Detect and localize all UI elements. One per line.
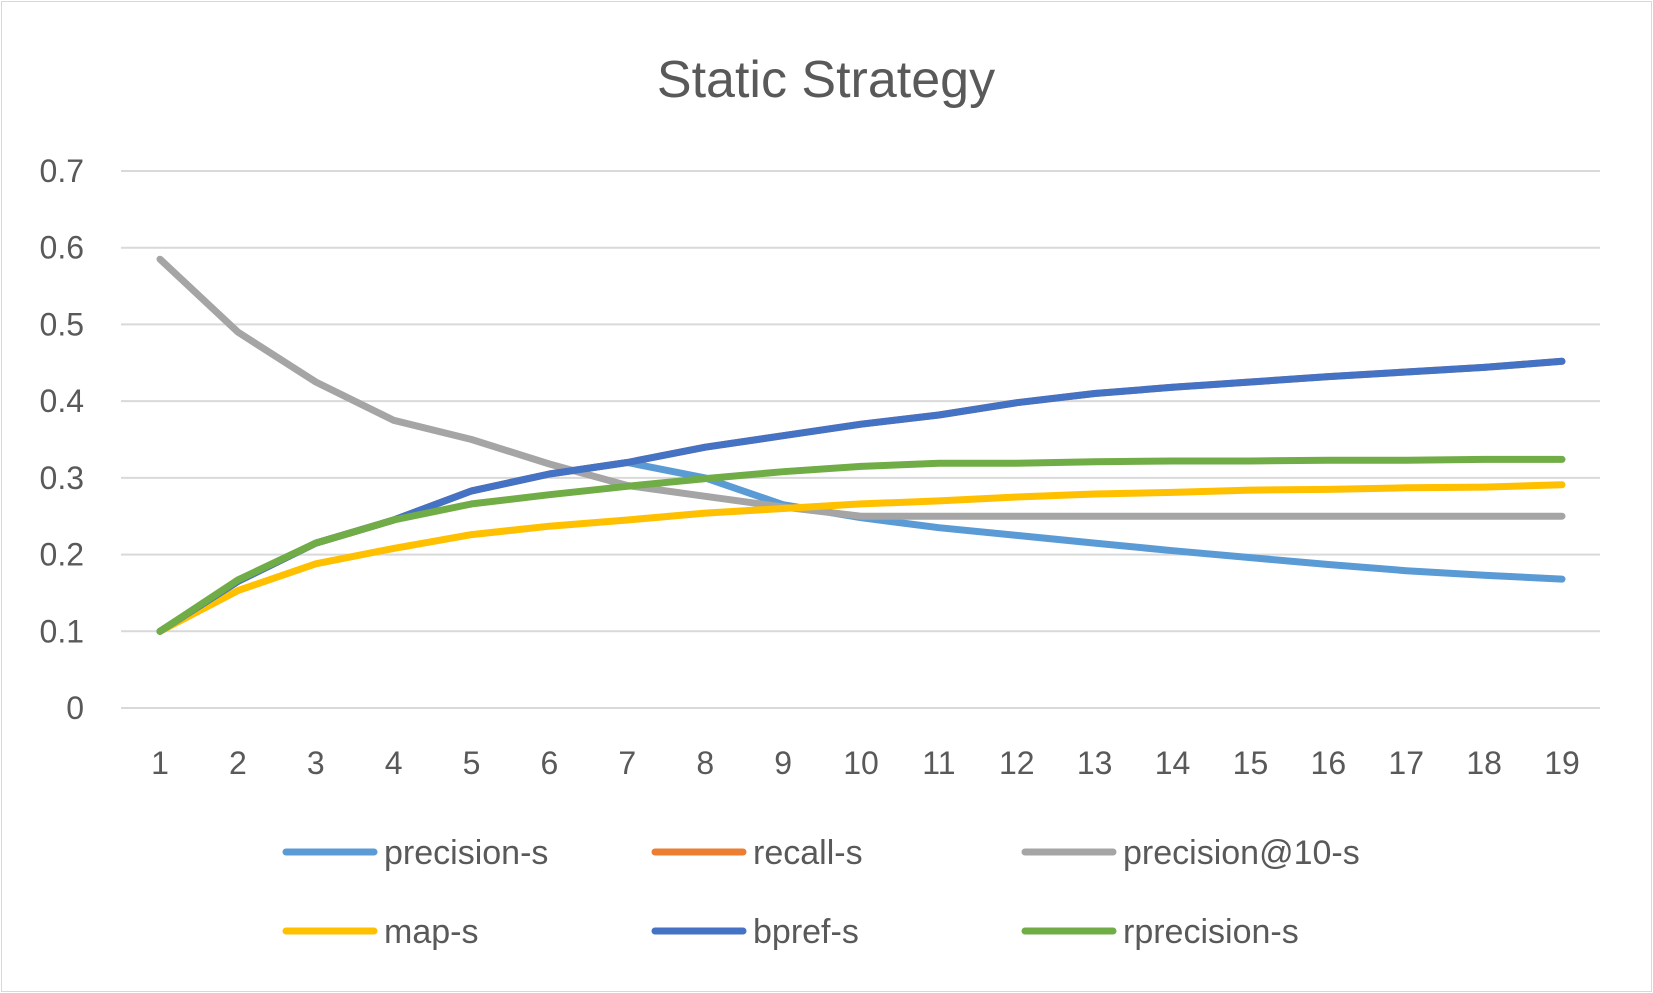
chart-title: Static Strategy	[657, 51, 995, 109]
x-tick-label: 18	[1466, 745, 1502, 781]
series-line-precision@10-s	[156, 255, 1566, 520]
x-tick-label: 8	[696, 745, 714, 781]
y-axis-tick-labels: 0.7 0.6 0.5 0.4 0.3 0.2 0.1 0	[40, 153, 84, 726]
x-tick-label: 5	[463, 745, 481, 781]
x-tick-label: 16	[1311, 745, 1347, 781]
y-tick-label: 0.2	[40, 537, 84, 573]
x-tick-label: 10	[843, 745, 879, 781]
x-axis-tick-labels: 1 2 3 4 5 6 7 8 9 10 11 12 13 14 15 16 17 18 19	[151, 745, 1580, 781]
x-tick-label: 3	[307, 745, 325, 781]
y-tick-label: 0.1	[40, 613, 84, 649]
y-tick-label: 0.5	[40, 306, 84, 342]
legend-label: precision-s	[384, 834, 548, 872]
legend-label: map-s	[384, 913, 478, 951]
legend-label: bpref-s	[753, 913, 859, 951]
series-line-rprecision-s	[156, 455, 1566, 635]
x-tick-label: 19	[1544, 745, 1580, 781]
x-tick-label: 14	[1155, 745, 1191, 781]
x-tick-label: 2	[229, 745, 247, 781]
y-tick-label: 0.6	[40, 230, 84, 266]
x-tick-label: 15	[1233, 745, 1269, 781]
legend-label: recall-s	[753, 834, 863, 872]
x-tick-label: 9	[774, 745, 792, 781]
legend: precision-s recall-s precision@10-s map-s bp…	[282, 834, 1360, 951]
gridlines	[121, 170, 1600, 709]
y-tick-label: 0.3	[40, 460, 84, 496]
legend-label: rprecision-s	[1123, 913, 1299, 951]
x-tick-label: 11	[922, 745, 955, 781]
x-tick-label: 1	[151, 745, 169, 781]
x-tick-label: 6	[541, 745, 559, 781]
series-line-map-s	[156, 481, 1566, 635]
x-tick-label: 17	[1388, 745, 1424, 781]
x-tick-label: 13	[1077, 745, 1113, 781]
legend-label: precision@10-s	[1123, 834, 1360, 872]
x-tick-label: 7	[618, 745, 636, 781]
x-tick-label: 12	[999, 745, 1035, 781]
y-tick-label: 0.7	[40, 153, 84, 189]
x-tick-label: 4	[385, 745, 403, 781]
series-lines	[156, 255, 1566, 635]
y-tick-label: 0.4	[40, 383, 84, 419]
y-tick-label: 0	[66, 690, 84, 726]
